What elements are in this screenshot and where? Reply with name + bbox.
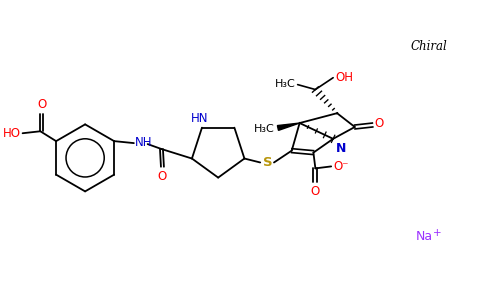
Polygon shape bbox=[277, 123, 300, 130]
Text: N: N bbox=[336, 142, 347, 155]
Text: HN: HN bbox=[191, 112, 209, 125]
Text: S: S bbox=[263, 156, 273, 169]
Text: +: + bbox=[433, 228, 442, 238]
Text: NH: NH bbox=[135, 136, 152, 148]
Text: O: O bbox=[375, 116, 384, 130]
Text: Na: Na bbox=[415, 230, 432, 243]
Text: Chiral: Chiral bbox=[410, 40, 447, 53]
Text: H₃C: H₃C bbox=[275, 79, 296, 88]
Text: HO: HO bbox=[2, 127, 21, 140]
Text: H₃C: H₃C bbox=[254, 124, 275, 134]
Text: OH: OH bbox=[335, 71, 353, 84]
Text: O: O bbox=[311, 185, 320, 198]
Text: O⁻: O⁻ bbox=[333, 160, 348, 173]
Text: O: O bbox=[158, 170, 167, 183]
Text: O: O bbox=[37, 98, 46, 111]
